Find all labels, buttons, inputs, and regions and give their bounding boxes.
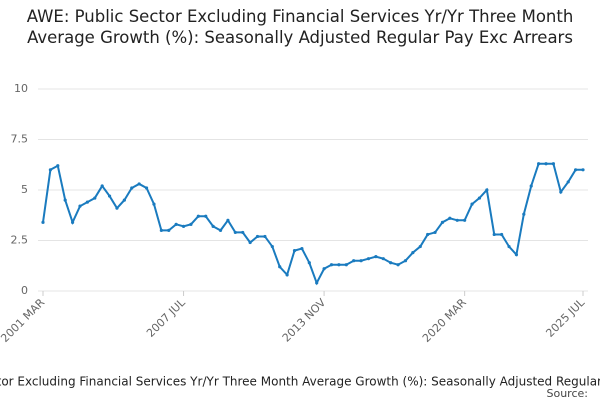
data-point — [181, 224, 186, 228]
data-point — [233, 230, 237, 235]
data-point — [218, 228, 223, 232]
data-point — [403, 259, 408, 263]
data-point — [248, 240, 252, 245]
data-point — [63, 198, 67, 202]
data-point — [492, 232, 496, 237]
data-point — [189, 222, 193, 226]
data-point — [366, 257, 371, 261]
data-point — [411, 251, 415, 255]
data-point — [70, 220, 75, 224]
x-tick-label: 2007 JUL — [144, 295, 188, 339]
data-point — [85, 200, 89, 204]
data-point — [226, 218, 230, 222]
data-point — [78, 204, 82, 208]
data-point — [307, 261, 311, 265]
data-point — [559, 190, 563, 194]
data-point — [507, 244, 511, 249]
x-tick-label: 2001 MAR — [0, 296, 47, 345]
data-point — [174, 222, 178, 226]
data-point — [574, 168, 578, 172]
data-point — [41, 220, 45, 224]
data-point — [514, 253, 519, 257]
y-tick-label: 5 — [21, 183, 28, 196]
data-point — [463, 218, 467, 222]
data-point — [389, 261, 393, 265]
data-point — [500, 232, 504, 237]
data-point — [278, 265, 282, 269]
y-tick-label: 7.5 — [11, 133, 29, 146]
data-point — [263, 234, 267, 239]
data-point — [93, 196, 97, 200]
data-point — [581, 168, 585, 172]
data-point — [270, 244, 274, 249]
data-point — [477, 196, 482, 200]
data-point — [130, 186, 134, 190]
data-point — [537, 162, 541, 166]
data-point — [433, 230, 437, 235]
series-caption: AWE: Public Sector Excluding Financial S… — [0, 375, 600, 389]
source-label: Source: — [547, 387, 589, 400]
data-point — [455, 218, 459, 222]
series-line — [42, 162, 583, 286]
data-point — [144, 186, 149, 190]
data-point — [551, 162, 556, 166]
data-point — [337, 263, 341, 267]
data-point — [211, 224, 215, 228]
data-point — [381, 257, 385, 261]
x-tick-label: 2020 MAR — [420, 296, 469, 345]
data-point — [107, 194, 112, 198]
chart-title: AWE: Public Sector Excluding Financial S… — [26, 7, 574, 47]
data-point — [359, 259, 363, 263]
data-point — [448, 216, 452, 220]
data-point — [352, 259, 356, 263]
data-point — [137, 182, 141, 186]
data-point — [122, 198, 126, 202]
data-point — [566, 180, 570, 184]
data-point — [522, 212, 526, 216]
data-point — [159, 228, 163, 232]
data-point — [315, 281, 319, 285]
data-point — [322, 267, 326, 271]
data-point — [329, 263, 334, 267]
data-point — [300, 246, 304, 251]
data-point — [485, 188, 489, 192]
data-point — [396, 263, 400, 267]
data-point — [167, 228, 171, 232]
data-point — [48, 168, 52, 172]
data-point — [470, 202, 474, 206]
data-point — [241, 230, 245, 235]
data-point — [56, 164, 60, 168]
data-point — [152, 202, 156, 206]
data-point — [100, 184, 104, 188]
y-tick-label: 10 — [14, 82, 28, 95]
data-point — [418, 244, 422, 249]
x-tick-label: 2013 NOV — [280, 296, 329, 345]
data-point — [529, 184, 533, 188]
y-tick-label: 2.5 — [11, 234, 29, 247]
data-point — [426, 232, 430, 237]
data-point — [255, 234, 260, 239]
data-point — [204, 214, 208, 218]
data-point — [196, 214, 200, 218]
data-point — [544, 162, 548, 166]
data-point — [285, 273, 289, 277]
x-tick-label: 2025 JUL — [543, 295, 587, 339]
data-point — [440, 220, 445, 224]
data-point — [292, 249, 297, 253]
data-point — [374, 255, 378, 259]
data-point — [115, 206, 119, 210]
y-tick-label: 0 — [21, 284, 28, 297]
data-point — [344, 263, 348, 267]
